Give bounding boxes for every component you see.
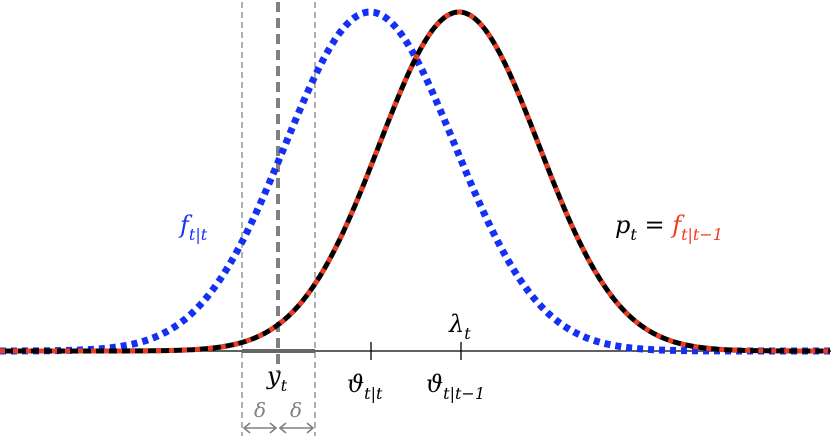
delta-arrows bbox=[242, 422, 315, 434]
filter-density-label: ft|t bbox=[178, 211, 208, 244]
delta-right-label: δ bbox=[290, 398, 302, 422]
predictive-density-curve bbox=[0, 9, 830, 354]
lambda-label: λt bbox=[448, 310, 471, 343]
predictive-density-label: pt = ft|t−1 bbox=[615, 211, 723, 244]
delta-left-label: δ bbox=[254, 398, 266, 422]
theta-t-t-1-label: ϑt|t−1 bbox=[426, 370, 485, 403]
theta-t-t-label: ϑt|t bbox=[347, 370, 383, 403]
y-t-label: yt bbox=[266, 362, 288, 395]
